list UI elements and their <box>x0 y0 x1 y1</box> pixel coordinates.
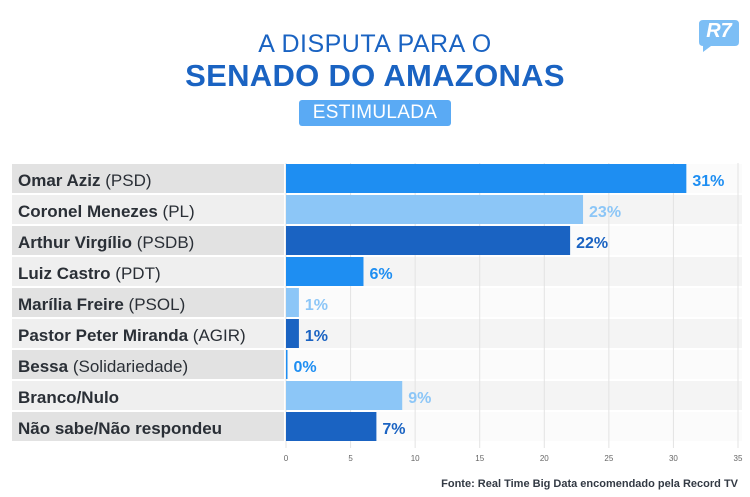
category-label: Omar Aziz (PSD) <box>18 171 152 190</box>
x-tick-label: 35 <box>734 454 743 463</box>
x-tick-label: 0 <box>284 454 289 463</box>
category-name: Pastor Peter Miranda <box>18 326 189 345</box>
data-label: 1% <box>305 297 328 314</box>
category-party: (AGIR) <box>188 326 246 345</box>
category-label: Arthur Virgílio (PSDB) <box>18 233 194 252</box>
label-row-bg <box>12 257 284 286</box>
category-party: (Solidariedade) <box>68 357 188 376</box>
bar <box>286 412 377 441</box>
label-row-bg <box>12 288 284 317</box>
label-row-bg <box>12 412 284 441</box>
category-name: Bessa <box>18 357 69 376</box>
data-label: 22% <box>576 235 608 252</box>
category-name: Marília Freire <box>18 295 124 314</box>
label-row-bg <box>12 319 284 348</box>
label-row-bg <box>12 195 284 224</box>
x-tick-label: 20 <box>540 454 549 463</box>
category-name: Coronel Menezes <box>18 202 158 221</box>
x-tick-label: 30 <box>669 454 678 463</box>
subtitle-badge: ESTIMULADA <box>299 100 451 126</box>
category-label: Luiz Castro (PDT) <box>18 264 161 283</box>
data-label: 1% <box>305 328 328 345</box>
plot-row-bg <box>286 288 742 317</box>
data-label: 31% <box>692 173 724 190</box>
data-label: 23% <box>589 204 621 221</box>
label-row-bg <box>12 381 284 410</box>
plot-row-bg <box>286 350 742 379</box>
label-row-bg <box>12 226 284 255</box>
category-label: Pastor Peter Miranda (AGIR) <box>18 326 246 345</box>
data-label: 7% <box>382 421 405 438</box>
r7-logo-icon <box>699 20 739 52</box>
bar <box>286 226 571 255</box>
category-name: Omar Aziz <box>18 171 101 190</box>
logo-text: R7 <box>706 20 732 42</box>
bar <box>286 288 299 317</box>
category-name: Não sabe/Não respondeu <box>18 419 222 438</box>
bar <box>286 257 364 286</box>
category-name: Arthur Virgílio <box>18 233 132 252</box>
category-label: Bessa (Solidariedade) <box>18 357 188 376</box>
category-label: Coronel Menezes (PL) <box>18 202 195 221</box>
bar <box>286 164 687 193</box>
category-party: (PSD) <box>101 171 152 190</box>
category-name: Luiz Castro <box>18 264 111 283</box>
category-label: Não sabe/Não respondeu <box>18 419 222 438</box>
data-label: 0% <box>294 359 317 376</box>
category-party: (PSDB) <box>132 233 194 252</box>
plot-row-bg <box>286 319 742 348</box>
x-tick-label: 25 <box>604 454 613 463</box>
x-tick-label: 15 <box>475 454 484 463</box>
category-name: Branco/Nulo <box>18 388 119 407</box>
data-label: 9% <box>408 390 431 407</box>
category-label: Branco/Nulo <box>18 388 119 407</box>
bar <box>286 319 299 348</box>
bar <box>286 350 288 379</box>
title-line-1: A DISPUTA PARA O <box>258 30 492 58</box>
category-party: (PL) <box>158 202 195 221</box>
title-line-2: SENADO DO AMAZONAS <box>185 58 565 93</box>
category-party: (PSOL) <box>124 295 185 314</box>
label-row-bg <box>12 164 284 193</box>
bar <box>286 195 584 224</box>
category-label: Marília Freire (PSOL) <box>18 295 185 314</box>
source-note: Fonte: Real Time Big Data encomendado pe… <box>441 478 738 490</box>
category-party: (PDT) <box>111 264 161 283</box>
label-row-bg <box>12 350 284 379</box>
x-tick-label: 10 <box>411 454 420 463</box>
data-label: 6% <box>369 266 392 283</box>
x-tick-label: 5 <box>348 454 353 463</box>
bar <box>286 381 403 410</box>
